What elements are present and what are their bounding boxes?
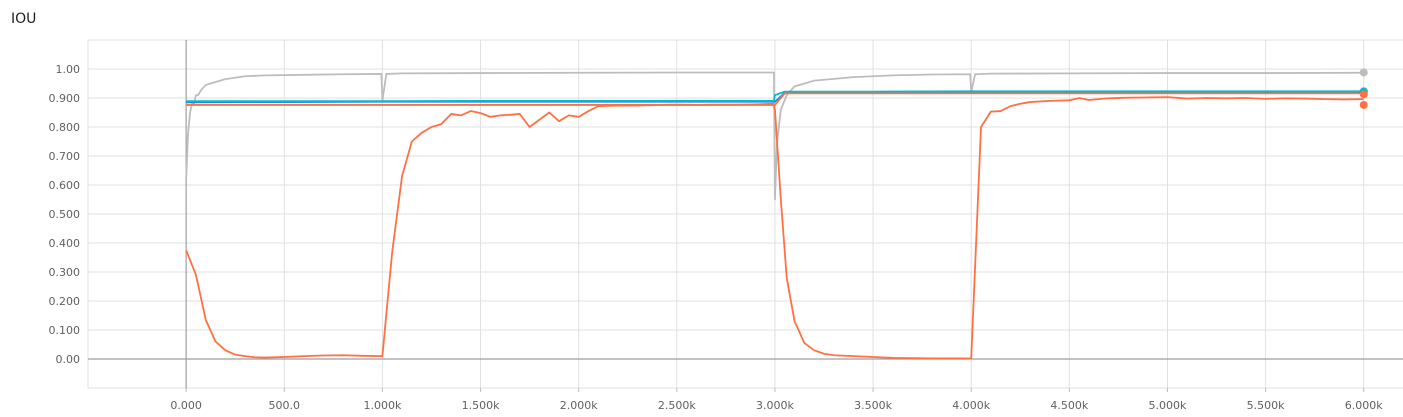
series-line-5[interactable]	[185, 96, 1364, 360]
y-tick-label: 0.100	[49, 324, 81, 337]
y-tick-label: 0.00	[56, 353, 81, 366]
x-tick-label: 1.500k	[462, 399, 500, 412]
y-tick-label: 0.900	[49, 92, 81, 105]
x-tick-label: 4.500k	[1050, 399, 1088, 412]
x-tick-label: 500.0	[269, 399, 301, 412]
y-tick-label: 0.500	[49, 208, 81, 221]
series-end-marker-5[interactable]	[1359, 100, 1368, 109]
chart-title: IOU	[11, 11, 37, 27]
y-tick-label: 0.200	[49, 295, 81, 308]
series-line-3[interactable]	[186, 90, 1364, 103]
series-end-marker-1[interactable]	[1359, 68, 1368, 77]
y-tick-label: 0.300	[49, 266, 81, 279]
series-lines[interactable]	[185, 71, 1364, 360]
x-tick-label: 3.500k	[854, 399, 892, 412]
x-tick-label: 2.500k	[658, 399, 696, 412]
x-tick-label: 4.000k	[952, 399, 990, 412]
axes	[88, 40, 1403, 388]
x-tick-label: 1.000k	[363, 399, 401, 412]
x-tick-label: 6.000k	[1345, 399, 1383, 412]
y-tick-label: 0.700	[49, 150, 81, 163]
y-tick-label: 1.00	[56, 63, 81, 76]
series-line-4[interactable]	[186, 92, 1364, 106]
tick-labels: 0.00 0.100 0.200 0.300 0.400 0.500 0.600 0.700 0…	[49, 63, 1384, 412]
x-tick-label: 5.000k	[1149, 399, 1187, 412]
x-tick-label: 2.000k	[560, 399, 598, 412]
y-tick-label: 0.400	[49, 237, 81, 250]
series-line-1[interactable]	[185, 71, 1364, 201]
end-markers[interactable]	[1359, 68, 1368, 109]
x-tick-label: 3.000k	[756, 399, 794, 412]
series-end-marker-4[interactable]	[1359, 90, 1368, 99]
x-tick-label: 0.000	[170, 399, 202, 412]
y-tick-label: 0.800	[49, 121, 81, 134]
y-tick-label: 0.600	[49, 179, 81, 192]
x-tick-label: 5.500k	[1247, 399, 1285, 412]
